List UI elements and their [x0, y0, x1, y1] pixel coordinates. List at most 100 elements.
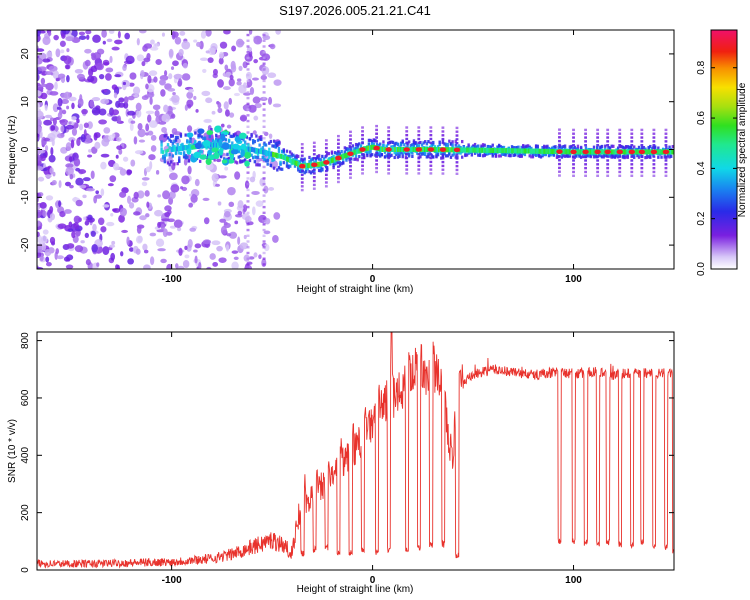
heatmap-ridge-cell — [534, 144, 538, 148]
heatmap-ridge-cell — [268, 155, 271, 159]
heatmap-noise-cell — [231, 250, 239, 254]
heatmap-ridge-cell — [599, 145, 602, 149]
heatmap-comb-cell — [606, 143, 610, 147]
heatmap-comb-cell — [387, 156, 391, 160]
heatmap-ridge-cell — [385, 154, 388, 158]
heatmap-noise-cell — [78, 35, 87, 40]
heatmap-ridge-cell — [534, 153, 538, 157]
heatmap-noise-cell — [84, 232, 89, 238]
heatmap-ridge-cell — [252, 141, 255, 145]
heatmap-noise-cell — [212, 68, 218, 76]
heatmap-core-cell — [264, 150, 268, 156]
heatmap-comb-cell — [455, 153, 459, 156]
heatmap-ridge-cell — [514, 153, 517, 157]
heatmap-comb-cell — [606, 174, 610, 177]
heatmap-ridge-cell — [393, 142, 396, 146]
heatmap-ridge-cell — [411, 143, 414, 147]
heatmap-noise-cell — [42, 36, 51, 46]
heatmap-noise-cell — [37, 166, 44, 171]
heatmap-noise-cell — [117, 115, 122, 124]
heatmap-ridge-cell — [166, 136, 170, 140]
heatmap-ridge-cell — [395, 141, 398, 145]
heatmap-noise-cell — [167, 87, 176, 92]
heatmap-comb-cell — [312, 145, 316, 148]
heatmap-noise-cell — [68, 96, 77, 102]
heatmap-ridge-cell — [382, 140, 385, 144]
heatmap-ridge-cell — [399, 151, 403, 155]
heatmap-ridge-cell — [396, 152, 400, 156]
heatmap-ridge-cell — [414, 141, 417, 145]
heatmap-core-cell — [181, 145, 185, 151]
heatmap-core-cell — [187, 144, 190, 150]
heatmap-comb-cell — [630, 155, 634, 158]
heatmap-ridge-cell — [411, 154, 414, 159]
heatmap-ridge-cell — [293, 164, 297, 168]
heatmap-noise-cell — [97, 217, 105, 226]
heatmap-ridge-cell — [407, 140, 411, 144]
heatmap-core-cell — [547, 148, 550, 154]
heatmap-comb-cell — [584, 163, 587, 166]
heatmap-comb-cell — [630, 128, 634, 132]
heatmap-ridge-cell — [446, 145, 449, 149]
heatmap-ridge-cell — [272, 139, 276, 143]
heatmap-comb-cell — [640, 166, 644, 170]
heatmap-noise-cell — [238, 65, 243, 71]
heatmap-blob-cell — [205, 158, 212, 166]
heatmap-comb-cell — [558, 159, 561, 162]
heatmap-noise-cell — [75, 167, 81, 172]
heatmap-noise-cell — [181, 40, 191, 50]
heatmap-noise-cell — [154, 209, 163, 217]
heatmap-ridge-cell — [179, 134, 183, 138]
heatmap-noise-cell — [187, 239, 193, 249]
heatmap-ridge-cell — [170, 133, 173, 138]
heatmap-comb-cell — [337, 138, 340, 142]
heatmap-core-cell — [252, 147, 255, 153]
heatmap-noise-cell — [134, 150, 144, 155]
heatmap-noise-cell — [49, 236, 56, 245]
heatmap-comb-cell — [455, 157, 459, 160]
colorbar-tick-label: 0.2 — [696, 211, 707, 225]
heatmap-stripe-cell — [262, 45, 266, 48]
heatmap-blob-cell — [197, 128, 205, 134]
heatmap-comb-cell — [300, 154, 304, 157]
heatmap-ridge-cell — [366, 153, 369, 158]
heatmap-ridge-cell — [382, 144, 385, 148]
heatmap-comb-cell — [337, 150, 340, 153]
heatmap-ridge-cell — [605, 153, 609, 157]
heatmap-core-cell — [467, 147, 470, 153]
heatmap-noise-cell — [118, 97, 125, 103]
heatmap-core-cell — [174, 146, 178, 152]
heatmap-ridge-cell — [176, 162, 179, 166]
heatmap-ridge-cell — [517, 151, 520, 156]
heatmap-noise-cell — [205, 50, 210, 54]
heatmap-core-cell — [480, 147, 483, 153]
heatmap-ridge-cell — [215, 137, 218, 141]
heatmap-core-cell — [661, 149, 664, 155]
heatmap-ridge-cell — [319, 169, 322, 173]
heatmap-ridge-cell — [642, 146, 646, 150]
heatmap-ridge-cell — [403, 143, 406, 147]
heatmap-comb-cell — [652, 166, 656, 170]
heatmap-comb-cell — [558, 132, 561, 135]
heatmap-noise-cell — [200, 30, 207, 39]
heatmap-ridge-cell — [272, 158, 276, 162]
heatmap-ridge-cell — [171, 145, 175, 149]
heatmap-core-cell — [512, 148, 515, 154]
heatmap-noise-cell — [264, 217, 271, 225]
snr-ytick-label: 400 — [20, 447, 31, 464]
heatmap-ridge-cell — [375, 142, 379, 146]
heatmap-ridge-cell — [379, 154, 382, 158]
heatmap-comb-cell — [640, 143, 644, 147]
heatmap-ridge-cell — [314, 159, 318, 164]
heatmap-noise-cell — [176, 226, 182, 232]
heatmap-noise-cell — [55, 77, 60, 82]
heatmap-peak-cell — [311, 162, 318, 168]
heatmap-comb-cell — [618, 174, 622, 177]
heatmap-ridge-cell — [446, 154, 449, 158]
heatmap-core-cell — [591, 149, 594, 155]
heatmap-ridge-cell — [420, 143, 424, 147]
heatmap-comb-cell — [337, 146, 340, 149]
heatmap-comb-cell — [640, 159, 644, 162]
heatmap-comb-cell — [455, 134, 459, 137]
